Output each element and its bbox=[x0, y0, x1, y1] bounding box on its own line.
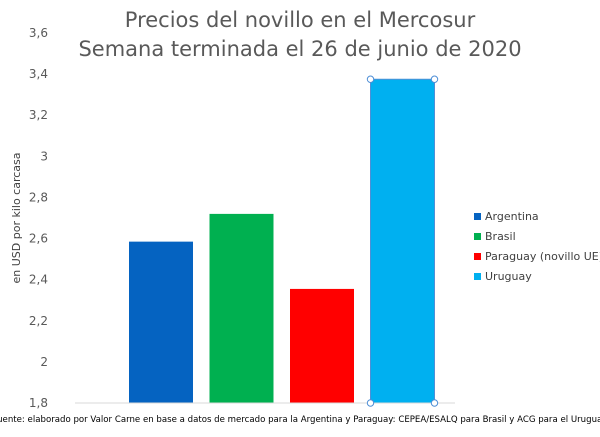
chart-title: Precios del novillo en el Mercosur bbox=[125, 8, 476, 32]
selection-handle[interactable] bbox=[430, 75, 439, 83]
bar-paraguay[interactable] bbox=[290, 288, 354, 403]
y-tick-label: 2,4 bbox=[29, 273, 48, 287]
y-tick-label: 3,2 bbox=[29, 108, 48, 122]
legend-label: Uruguay bbox=[485, 270, 532, 283]
legend-label: Brasil bbox=[485, 230, 516, 243]
y-axis-label: en USD por kilo carcasa bbox=[10, 152, 23, 283]
selection-handle[interactable] bbox=[366, 399, 375, 407]
bar-argentina[interactable] bbox=[129, 241, 193, 403]
y-tick-label: 2,6 bbox=[29, 232, 48, 246]
legend-label: Argentina bbox=[485, 210, 539, 223]
legend-swatch bbox=[474, 253, 481, 260]
chart-subtitle: Semana terminada el 26 de junio de 2020 bbox=[78, 37, 521, 61]
legend-swatch bbox=[474, 273, 481, 280]
legend-label: Paraguay (novillo UE) bbox=[485, 250, 600, 263]
y-tick-label: 1,8 bbox=[29, 396, 48, 410]
y-tick-label: 2,2 bbox=[29, 314, 48, 328]
selection-handle[interactable] bbox=[366, 75, 375, 83]
selection-handles bbox=[366, 75, 439, 407]
selection-handle[interactable] bbox=[430, 399, 439, 407]
y-tick-label: 3,6 bbox=[29, 26, 48, 40]
bar-uruguay[interactable] bbox=[370, 79, 435, 403]
bars bbox=[129, 78, 435, 404]
y-tick-label: 2,8 bbox=[29, 190, 48, 204]
bar-brasil[interactable] bbox=[209, 213, 274, 403]
legend-swatch bbox=[474, 213, 481, 220]
source-note: Fuente: elaborado por Valor Carne en bas… bbox=[0, 415, 600, 425]
y-tick-label: 3,4 bbox=[29, 67, 48, 81]
legend-swatch bbox=[474, 233, 481, 240]
y-tick-label: 2 bbox=[40, 355, 48, 369]
y-axis-ticks: 1,8 2 2,2 2,4 2,6 2,8 3 3,2 3,4 3,6 bbox=[29, 26, 48, 410]
y-tick-label: 3 bbox=[40, 149, 48, 163]
legend: Argentina Brasil Paraguay (novillo UE) Urug… bbox=[474, 210, 600, 283]
